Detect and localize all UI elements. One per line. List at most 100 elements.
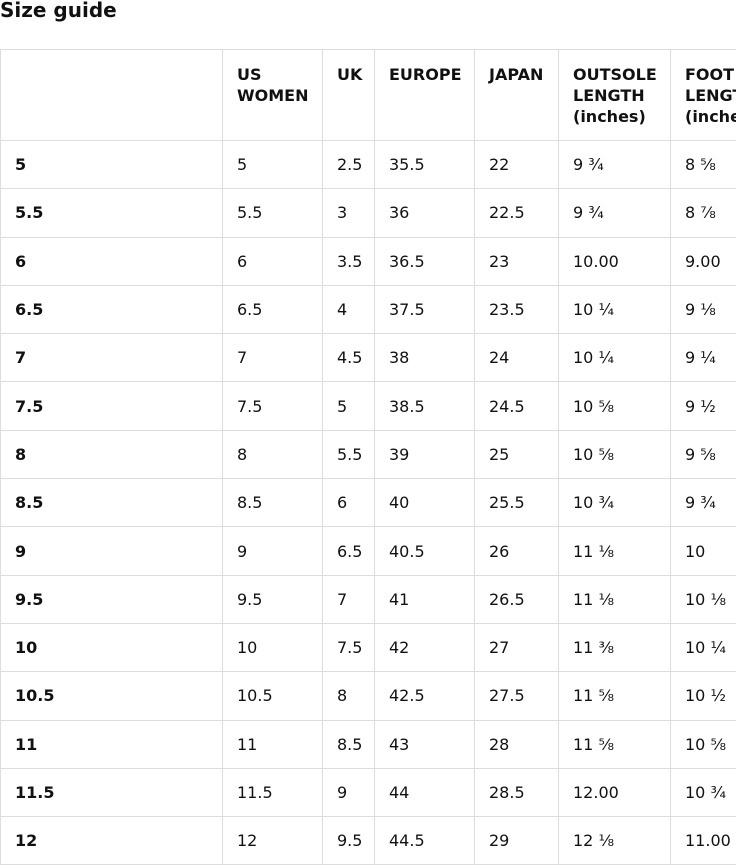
- table-cell: 10 ¾: [670, 767, 736, 818]
- size-cell: 5.5: [0, 188, 223, 238]
- table-cell: 10 ⅝: [558, 429, 671, 480]
- table-cell: 10: [222, 622, 323, 673]
- table-cell: 38: [374, 333, 475, 383]
- table-cell: 9 ¼: [670, 333, 736, 383]
- size-cell: 5: [0, 139, 223, 190]
- table-cell: 42.5: [374, 671, 475, 721]
- table-cell: 9.5: [322, 816, 375, 866]
- table-cell: 10.5: [222, 671, 323, 721]
- table-cell: 41: [374, 574, 475, 624]
- table-cell: 29: [474, 816, 559, 866]
- table-cell: 6: [322, 478, 375, 528]
- table-cell: 40.5: [374, 526, 475, 576]
- table-cell: 8: [322, 671, 375, 721]
- table-cell: 10: [670, 526, 736, 576]
- table-cell: 40: [374, 478, 475, 528]
- table-cell: 10.00: [558, 236, 671, 286]
- size-cell: 7: [0, 333, 223, 383]
- table-cell: 10 ¼: [670, 622, 736, 673]
- table-cell: 12.00: [558, 767, 671, 818]
- table-cell: 8 ⅝: [670, 139, 736, 190]
- table-cell: 11 ⅛: [558, 574, 671, 624]
- table-cell: 3: [322, 188, 375, 238]
- header-cell: UK: [322, 49, 375, 141]
- table-cell: 5.5: [322, 429, 375, 480]
- table-cell: 10 ¾: [558, 478, 671, 528]
- table-cell: 11 ⅝: [558, 671, 671, 721]
- table-cell: 9 ¾: [558, 188, 671, 238]
- table-cell: 10 ⅝: [558, 381, 671, 431]
- table-cell: 36.5: [374, 236, 475, 286]
- size-cell: 10: [0, 622, 223, 673]
- table-cell: 22: [474, 139, 559, 190]
- table-cell: 5: [222, 139, 323, 190]
- table-cell: 26.5: [474, 574, 559, 624]
- table-cell: 24: [474, 333, 559, 383]
- size-cell: 7.5: [0, 381, 223, 431]
- table-cell: 9 ⅛: [670, 284, 736, 335]
- table-row: 9.5 9.5 7 41 26.5 11 ⅛ 10 ⅛: [0, 574, 736, 624]
- header-cell: EUROPE: [374, 49, 475, 141]
- table-cell: 35.5: [374, 139, 475, 190]
- header-cell: [0, 49, 223, 141]
- table-cell: 44: [374, 767, 475, 818]
- table-cell: 5: [322, 381, 375, 431]
- table-cell: 10 ⅝: [670, 719, 736, 769]
- table-cell: 2.5: [322, 139, 375, 190]
- table-cell: 23.5: [474, 284, 559, 335]
- table-cell: 10 ½: [670, 671, 736, 721]
- table-cell: 36: [374, 188, 475, 238]
- table-cell: 4.5: [322, 333, 375, 383]
- table-cell: 9 ⅝: [670, 429, 736, 480]
- table-cell: 38.5: [374, 381, 475, 431]
- table-cell: 12: [222, 816, 323, 866]
- table-cell: 24.5: [474, 381, 559, 431]
- table-cell: 28: [474, 719, 559, 769]
- table-cell: 9.00: [670, 236, 736, 286]
- table-cell: 27: [474, 622, 559, 673]
- table-cell: 10 ⅛: [670, 574, 736, 624]
- table-cell: 7: [222, 333, 323, 383]
- size-cell: 10.5: [0, 671, 223, 721]
- table-cell: 11 ⅜: [558, 622, 671, 673]
- table-row: 12 12 9.5 44.5 29 12 ⅛ 11.00: [0, 816, 736, 866]
- size-cell: 9.5: [0, 574, 223, 624]
- table-cell: 42: [374, 622, 475, 673]
- table-row: 6 6 3.5 36.5 23 10.00 9.00: [0, 236, 736, 286]
- table-cell: 9.5: [222, 574, 323, 624]
- table-cell: 8.5: [322, 719, 375, 769]
- table-cell: 9: [322, 767, 375, 818]
- table-cell: 7: [322, 574, 375, 624]
- table-row: 10.5 10.5 8 42.5 27.5 11 ⅝ 10 ½: [0, 671, 736, 721]
- header-cell: FOOT LENGTH (inches): [670, 49, 736, 141]
- table-cell: 7.5: [322, 622, 375, 673]
- table-cell: 8 ⅞: [670, 188, 736, 238]
- size-cell: 11.5: [0, 767, 223, 818]
- table-cell: 23: [474, 236, 559, 286]
- table-cell: 28.5: [474, 767, 559, 818]
- table-cell: 6: [222, 236, 323, 286]
- table-row: 11 11 8.5 43 28 11 ⅝ 10 ⅝: [0, 719, 736, 769]
- table-cell: 4: [322, 284, 375, 335]
- table-cell: 8: [222, 429, 323, 480]
- table-cell: 25.5: [474, 478, 559, 528]
- table-cell: 9: [222, 526, 323, 576]
- table-cell: 39: [374, 429, 475, 480]
- table-cell: 10 ¼: [558, 284, 671, 335]
- size-cell: 6.5: [0, 284, 223, 335]
- table-cell: 10 ¼: [558, 333, 671, 383]
- table-cell: 9 ½: [670, 381, 736, 431]
- size-cell: 8: [0, 429, 223, 480]
- table-cell: 11: [222, 719, 323, 769]
- table-cell: 8.5: [222, 478, 323, 528]
- table-row: 11.5 11.5 9 44 28.5 12.00 10 ¾: [0, 767, 736, 818]
- header-cell: US WOMEN: [222, 49, 323, 141]
- table-cell: 7.5: [222, 381, 323, 431]
